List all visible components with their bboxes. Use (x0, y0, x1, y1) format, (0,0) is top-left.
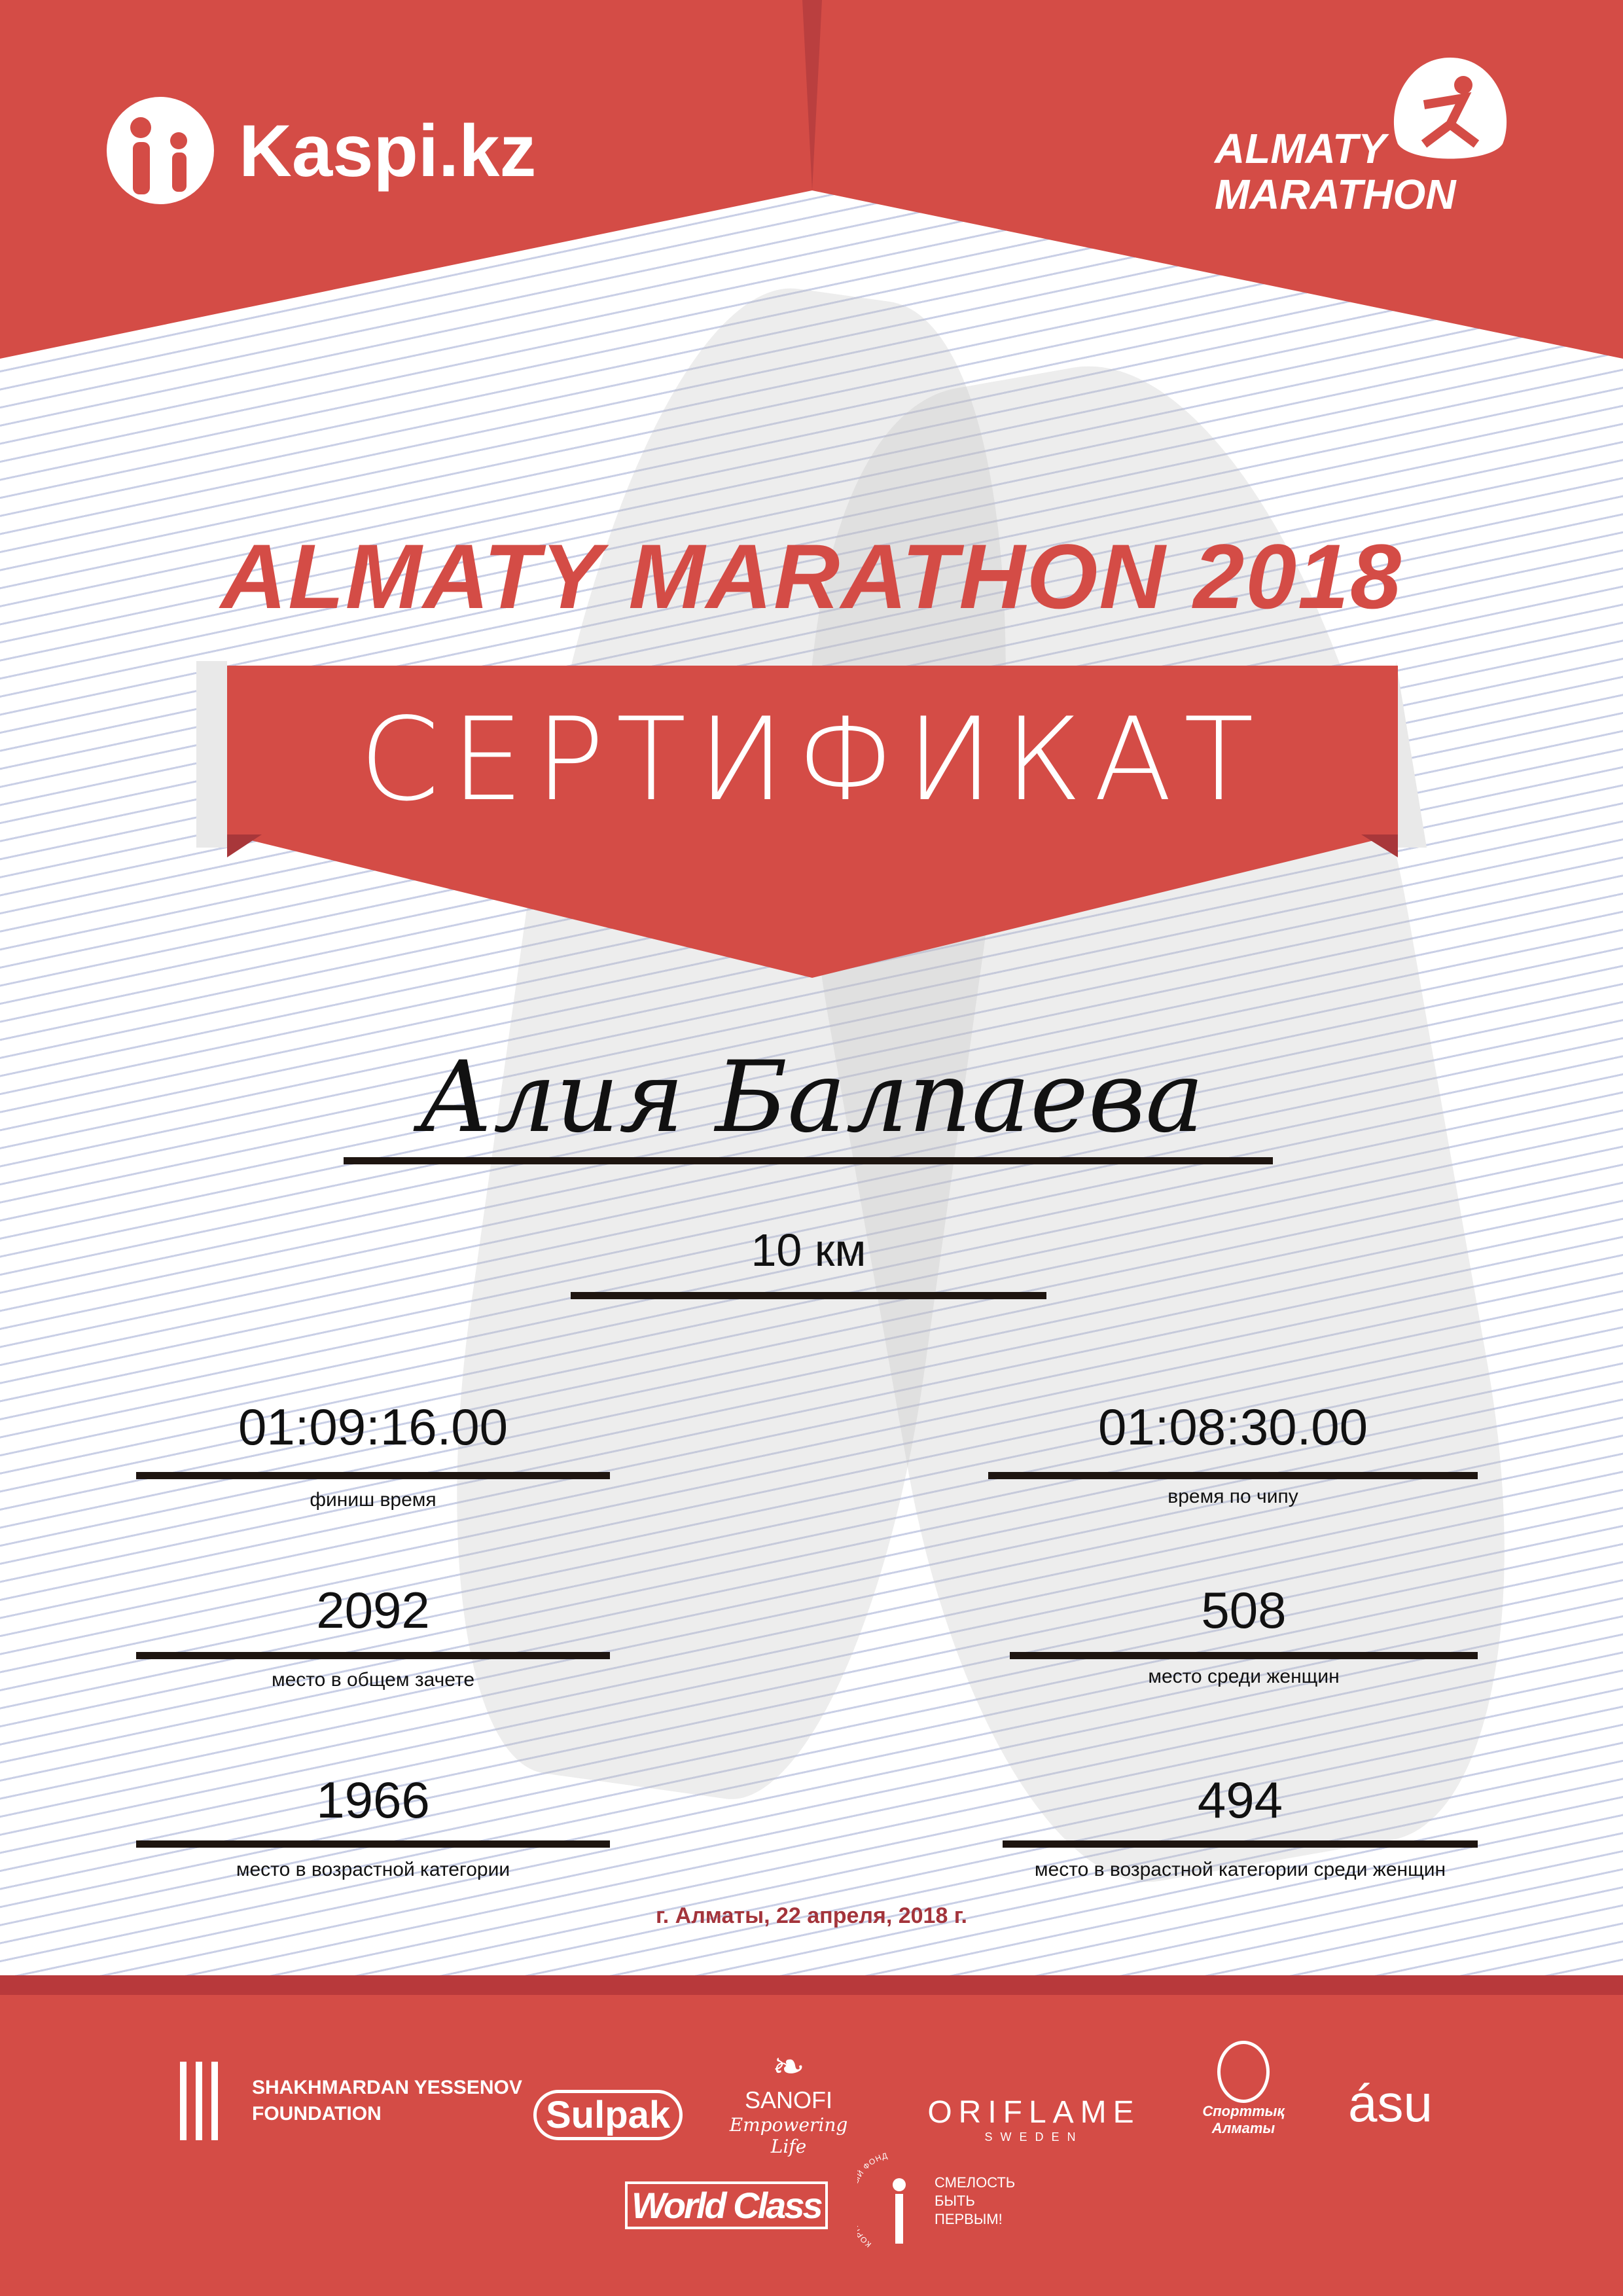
kaspi-icon (107, 97, 214, 204)
fund-runner-icon (886, 2172, 912, 2244)
corporate-fund-logo: КОРПОРАТИВНЫЙ ФОНД СМЕЛОСТЬ БЫТЬ ПЕРВЫМ! (857, 2152, 1015, 2250)
yessenov-line2: FOUNDATION (252, 2103, 382, 2125)
fund-arc-text: КОРПОРАТИВНЫЙ ФОНД (857, 2152, 889, 2250)
fund-line1: СМЕЛОСТЬ (935, 2174, 1016, 2191)
logo-marathon-text: MARATHON (1215, 171, 1456, 218)
partners-footer: SHAKHMARDAN YESSENOV FOUNDATION Sulpak ❧… (0, 1975, 1623, 2296)
yessenov-line1: SHAKHMARDAN YESSENOV (252, 2077, 522, 2098)
asu-logo: ásu (1348, 2074, 1433, 2132)
age-women-place-value: 494 (1197, 1771, 1283, 1829)
sanofi-logo: ❧ SANOFI Empowering Life (723, 2045, 854, 2158)
age-place-label: место в возрастной категории (236, 1859, 510, 1880)
sport-almaty-line1: Спорттық (1202, 2103, 1285, 2119)
finish-time-underline (136, 1472, 610, 1479)
event-title: ALMATY MARATHON 2018 (221, 525, 1402, 628)
sport-almaty-line2: Алматы (1211, 2120, 1275, 2136)
distance-underline (571, 1292, 1046, 1299)
age-women-place-underline (1003, 1840, 1478, 1848)
kaspi-logo: Kaspi.kz (95, 95, 536, 206)
yessenov-foundation-logo: SHAKHMARDAN YESSENOV FOUNDATION (180, 2062, 522, 2140)
header-band (0, 0, 1623, 359)
logo-almaty-text: ALMATY (1215, 125, 1386, 172)
name-underline (344, 1157, 1273, 1164)
yessenov-bars-icon (180, 2062, 219, 2140)
women-place-value: 508 (1201, 1581, 1287, 1639)
women-place-label: место среди женщин (1148, 1666, 1340, 1687)
overall-place-value: 2092 (316, 1581, 430, 1639)
certificate-heading: СЕРТИФИКАТ (359, 694, 1266, 827)
lined-background (0, 0, 1623, 1977)
finish-time-label: финиш время (310, 1489, 437, 1511)
worldclass-logo: World Class (625, 2181, 828, 2229)
chip-time-underline (988, 1472, 1478, 1479)
kaspi-wordmark: Kaspi.kz (239, 109, 537, 192)
sanofi-swirl-icon: ❧ (772, 2045, 806, 2089)
distance-value: 10 км (751, 1225, 866, 1276)
oriflame-sub: SWEDEN (984, 2130, 1084, 2144)
overall-place-label: место в общем зачете (271, 1669, 475, 1691)
women-place-underline (1010, 1652, 1478, 1659)
fund-line2: БЫТЬ (935, 2193, 975, 2209)
svg-text:КОРПОРАТИВНЫЙ ФОНД: КОРПОРАТИВНЫЙ ФОНД (857, 2152, 889, 2250)
fund-emblem: КОРПОРАТИВНЫЙ ФОНД (857, 2152, 929, 2250)
finish-time-value: 01:09:16.00 (238, 1398, 508, 1456)
event-date: г. Алматы, 22 апреля, 2018 г. (656, 1903, 967, 1928)
almaty-marathon-logo: ALMATY MARATHON (1215, 52, 1529, 223)
participant-name: Алия Балпаева (419, 1041, 1204, 1155)
sanofi-wordmark: SANOFI (744, 2087, 832, 2113)
oriflame-wordmark: ORIFLAME (927, 2095, 1141, 2130)
chip-time-value: 01:08:30.00 (1097, 1398, 1368, 1456)
fund-arc-label: КОРПОРАТИВНЫЙ ФОНД (857, 2152, 888, 2250)
age-women-place-label: место в возрастной категории среди женщи… (1034, 1859, 1446, 1880)
sport-almaty-emblem-icon (1217, 2041, 1270, 2103)
certificate-banner (196, 661, 1427, 978)
chip-time-label: время по чипу (1168, 1486, 1298, 1507)
age-place-underline (136, 1840, 610, 1848)
fund-line3: ПЕРВЫМ! (935, 2211, 1003, 2227)
overall-place-underline (136, 1652, 610, 1659)
oriflame-logo: ORIFLAME SWEDEN (923, 2094, 1145, 2144)
sulpak-logo: Sulpak (533, 2090, 683, 2140)
runner-emblem-icon (1393, 58, 1507, 159)
sport-almaty-logo: Спорттық Алматы (1194, 2041, 1293, 2137)
sanofi-tagline: Empowering Life (729, 2114, 848, 2157)
age-place-value: 1966 (316, 1771, 430, 1829)
